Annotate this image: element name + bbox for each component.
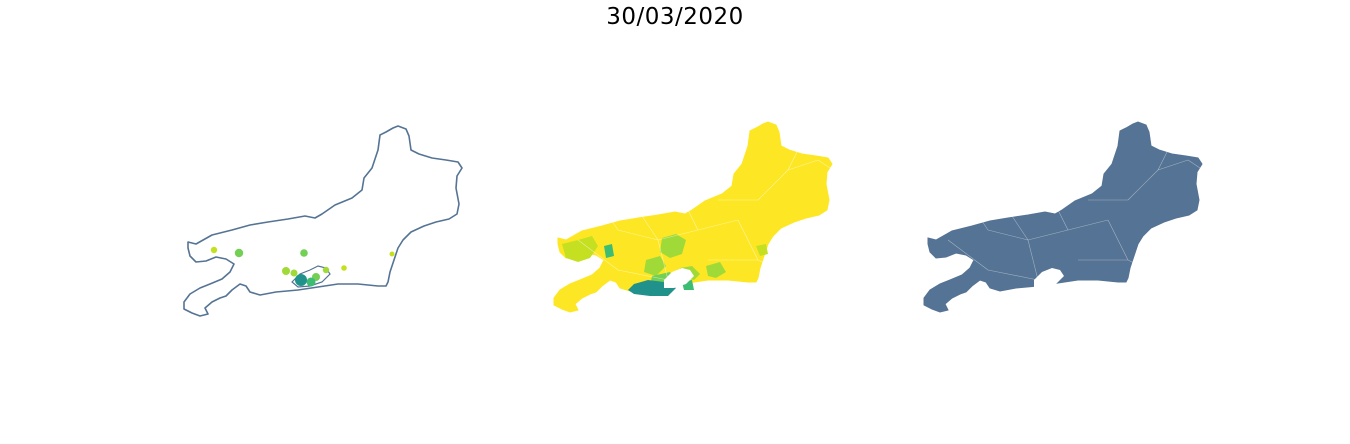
municipality-border	[967, 199, 989, 231]
municipality-border	[1127, 259, 1169, 281]
state-fill	[553, 121, 833, 313]
municipality-border	[857, 109, 879, 141]
municipality-border	[657, 229, 699, 241]
municipality-border	[1167, 279, 1179, 311]
case-bubble	[234, 248, 244, 258]
municipality-region	[660, 234, 686, 258]
municipality-region	[562, 236, 598, 262]
municipality-border	[757, 259, 799, 281]
state-fill-uniform	[923, 121, 1203, 313]
municipality-border	[617, 269, 669, 281]
municipality-border	[1187, 159, 1219, 181]
municipality-border	[1177, 309, 1199, 351]
municipality-border	[697, 219, 739, 231]
municipality-border	[597, 199, 619, 231]
municipality-border	[1017, 299, 1059, 311]
municipality-border	[807, 309, 829, 351]
municipality-border	[577, 239, 619, 271]
municipality-border	[1007, 209, 1029, 241]
municipality-border	[1157, 129, 1179, 171]
municipality-border	[1057, 289, 1099, 311]
municipality-border	[1157, 159, 1189, 171]
municipality-border	[987, 269, 1039, 281]
state-boundary	[183, 125, 463, 317]
case-bubble	[341, 265, 347, 271]
municipality-border	[847, 139, 879, 181]
municipality-border	[1227, 109, 1249, 141]
municipality-border	[1027, 229, 1069, 241]
municipality-border	[1127, 169, 1159, 201]
municipality-region	[706, 262, 726, 278]
case-points	[210, 246, 395, 287]
municipality-border	[637, 209, 659, 241]
case-bubble	[282, 267, 290, 275]
case-bubble	[300, 249, 308, 257]
municipality-borders	[577, 99, 889, 351]
municipality-border	[1097, 289, 1139, 311]
municipality-region	[756, 244, 768, 256]
municipality-region	[604, 244, 614, 258]
state-region	[923, 121, 1203, 313]
municipality-border	[1247, 139, 1259, 181]
municipality-border	[947, 239, 989, 271]
municipality-border	[817, 159, 849, 181]
case-bubble	[322, 266, 330, 274]
municipality-border	[797, 279, 809, 311]
municipality-border	[687, 289, 729, 311]
municipality-border	[787, 129, 809, 171]
municipality-border	[617, 229, 659, 241]
municipality-border	[737, 219, 759, 261]
municipality-border	[807, 99, 829, 131]
case-bubble	[389, 251, 395, 257]
municipality-regions	[562, 234, 768, 296]
municipality-borders	[947, 99, 1259, 351]
municipality-border	[1067, 219, 1109, 231]
municipality-border	[1177, 99, 1199, 131]
municipality-border	[1047, 189, 1069, 231]
municipality-border	[877, 139, 889, 181]
case-bubble	[295, 274, 307, 286]
case-bubble	[210, 246, 218, 254]
municipality-border	[657, 239, 669, 281]
municipality-border	[1027, 239, 1039, 281]
municipality-border	[1107, 219, 1129, 261]
municipality-border	[677, 189, 699, 231]
municipality-border	[647, 299, 689, 311]
municipality-border	[1197, 99, 1229, 111]
municipality-border	[727, 289, 769, 311]
municipality-border	[1217, 139, 1249, 181]
municipality-border	[787, 159, 819, 171]
municipality-border	[827, 99, 859, 111]
case-bubble	[306, 277, 316, 287]
municipality-border	[757, 169, 789, 201]
municipality-border	[987, 229, 1029, 241]
bay-water	[664, 268, 694, 288]
case-bubble	[290, 269, 298, 277]
bay-water	[1034, 268, 1064, 288]
figure-title: 30/03/2020	[606, 4, 744, 30]
state-region	[553, 121, 833, 313]
municipality-region	[644, 256, 666, 276]
